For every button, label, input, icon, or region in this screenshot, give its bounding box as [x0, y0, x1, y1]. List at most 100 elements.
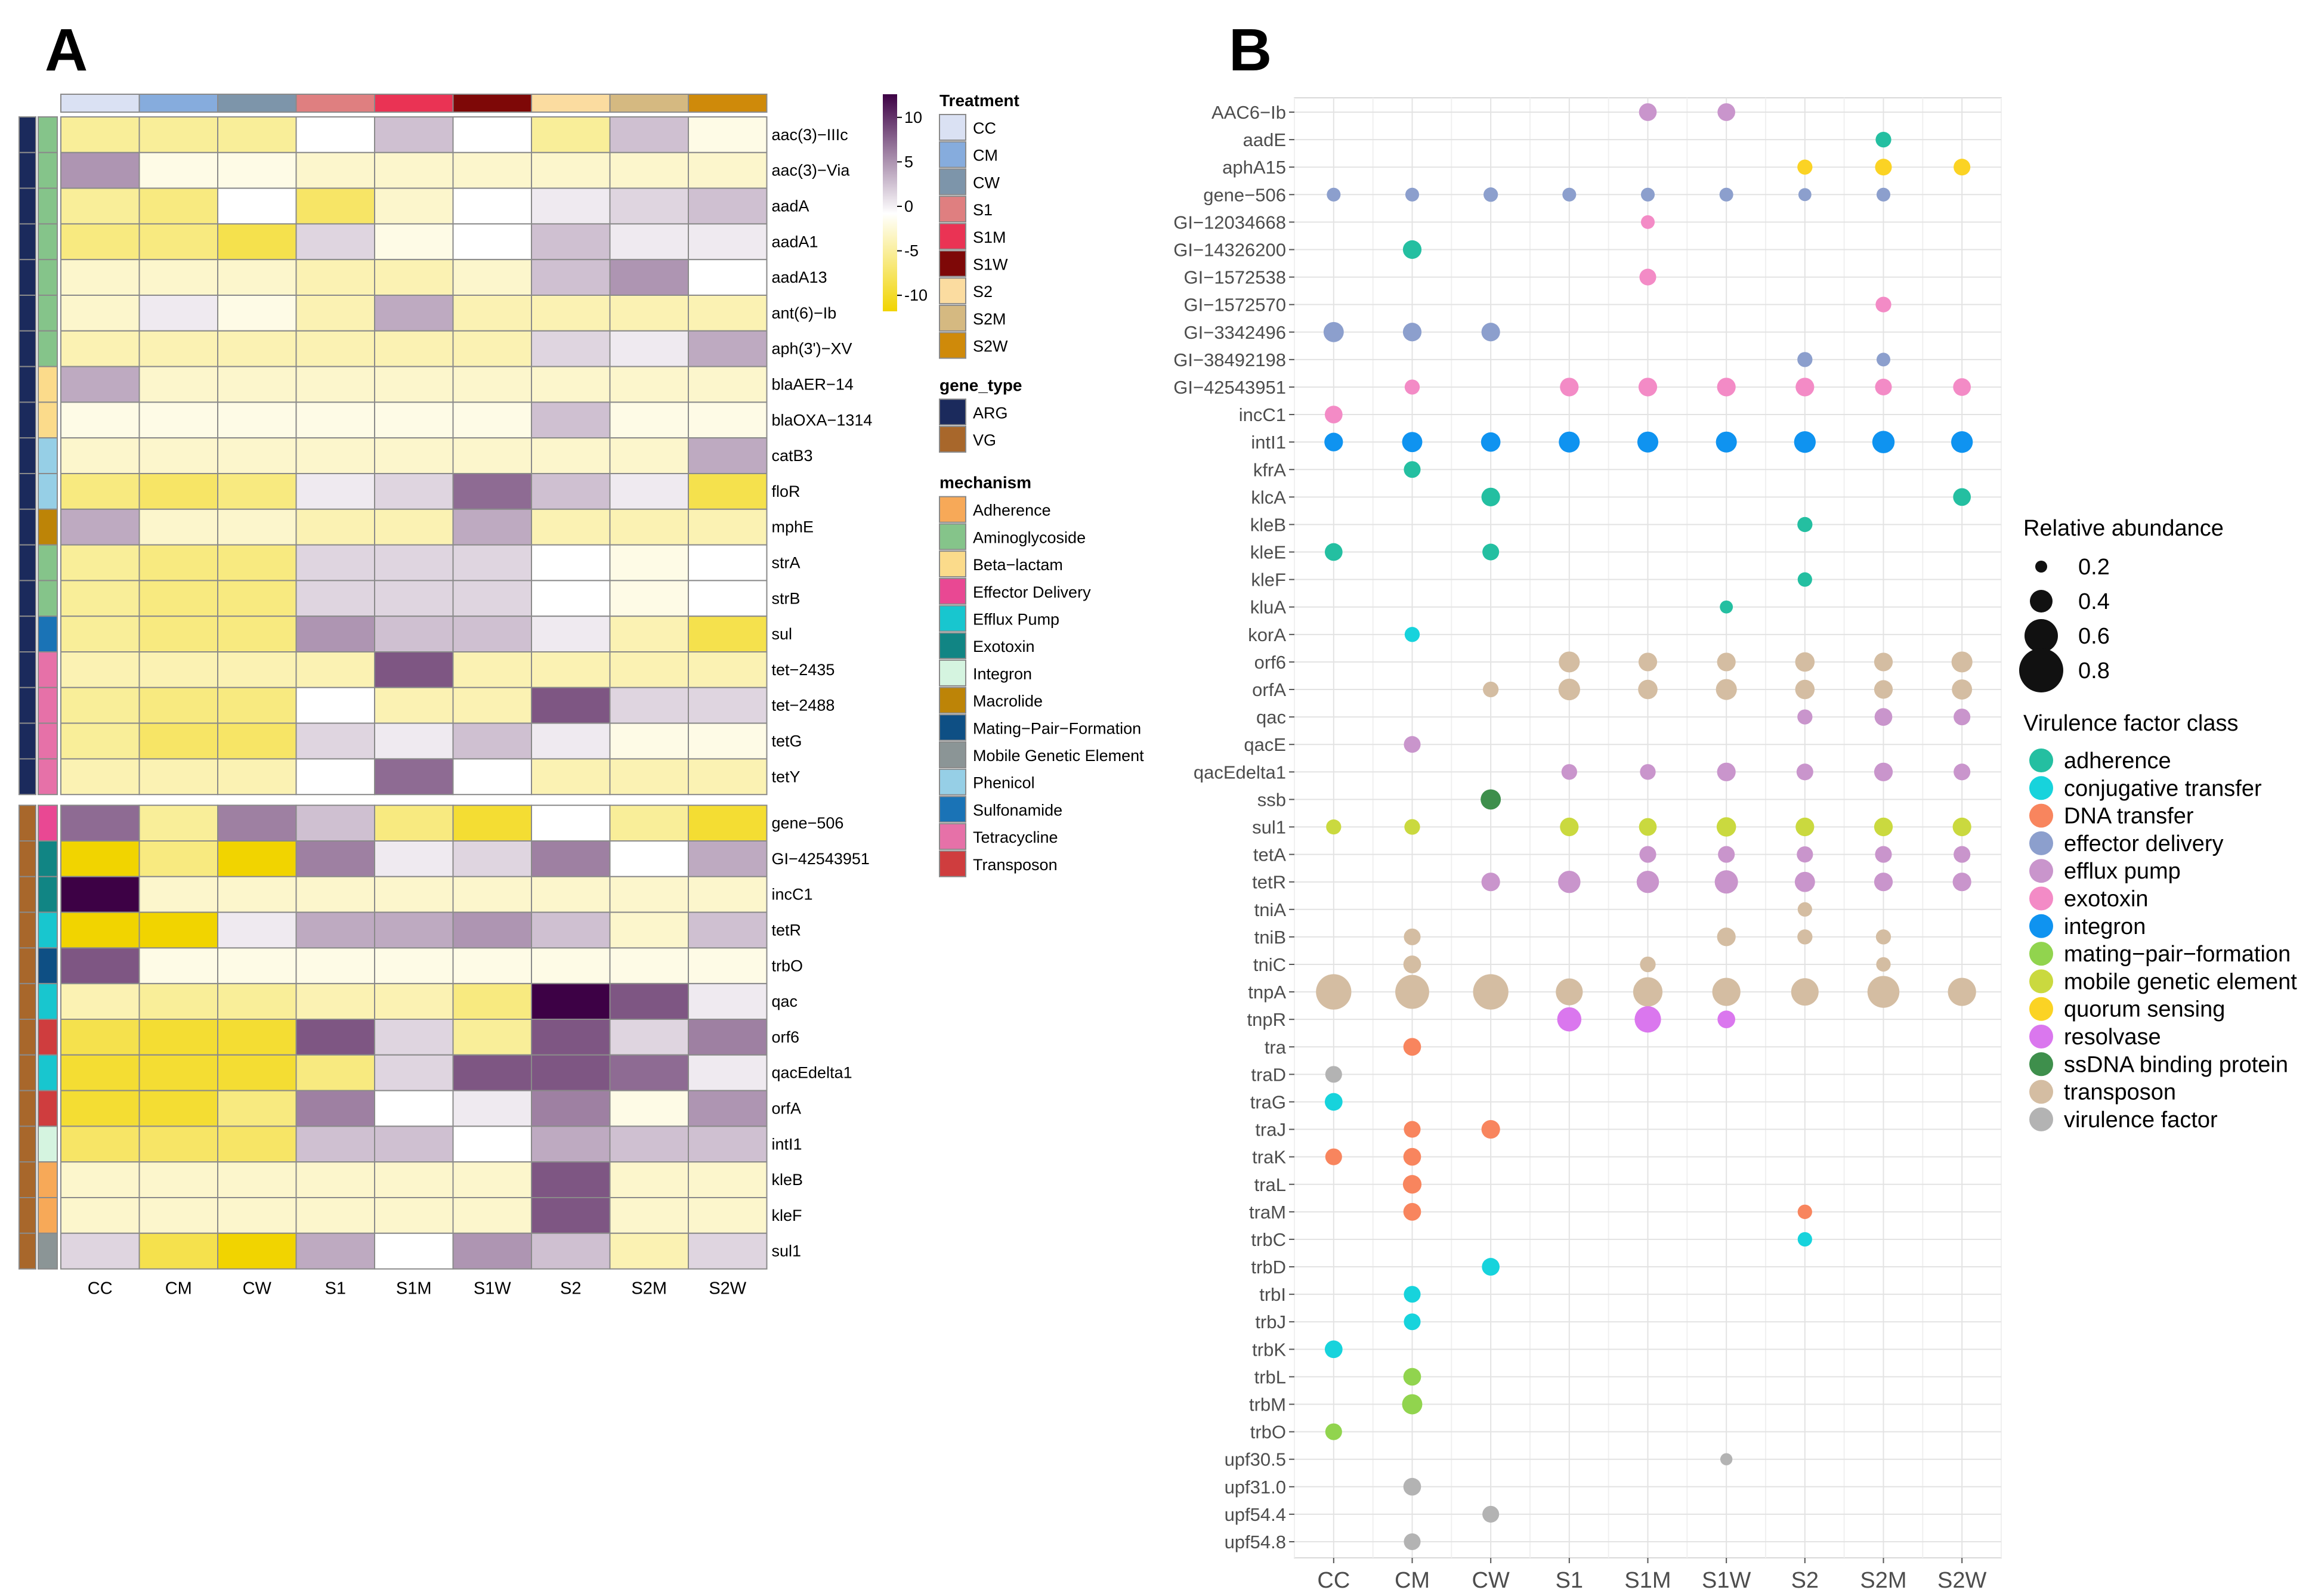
- row-label: catB3: [772, 447, 813, 465]
- y-tick-label: ssb: [1257, 789, 1286, 810]
- heatmap-cell: [531, 1019, 611, 1056]
- heatmap-cell: [374, 401, 454, 439]
- heatmap-cell: [531, 437, 611, 475]
- heatmap-cell: [60, 508, 140, 546]
- data-point: [1558, 870, 1581, 893]
- y-tick-label: upf54.4: [1225, 1504, 1286, 1525]
- row-label: intI1: [772, 1135, 802, 1153]
- heatmap-cell: [295, 1232, 375, 1270]
- data-point: [1797, 929, 1813, 945]
- treatment-annotation-cell: [452, 94, 532, 113]
- heatmap-cell: [609, 686, 689, 724]
- heatmap-cell: [609, 544, 689, 582]
- treatment-legend-swatch: [939, 196, 966, 223]
- class-legend-dot: [2029, 942, 2053, 966]
- heatmap-cell: [688, 508, 768, 546]
- data-point: [1404, 736, 1421, 753]
- class-legend-dot: [2029, 997, 2053, 1021]
- heatmap-cell: [217, 187, 297, 225]
- heatmap-cell: [609, 758, 689, 796]
- heatmap-cell: [609, 295, 689, 332]
- heatmap-cell: [138, 508, 218, 546]
- treatment-annotation-cell: [609, 94, 689, 113]
- data-point: [1719, 187, 1733, 202]
- mechanism-annotation-cell: [38, 1090, 58, 1127]
- gene-type-annotation-cell: [18, 330, 36, 367]
- heatmap-cell: [531, 1125, 611, 1163]
- heatmap-cell: [609, 1125, 689, 1163]
- data-point: [1639, 103, 1657, 121]
- y-tick-label: traL: [1254, 1174, 1286, 1195]
- data-point: [1638, 652, 1658, 672]
- heatmap-cell: [609, 330, 689, 367]
- heatmap-cell: [138, 805, 218, 842]
- heatmap-cell: [60, 686, 140, 724]
- heatmap-cell: [531, 1090, 611, 1127]
- y-tick-label: trbD: [1251, 1257, 1286, 1278]
- heatmap-cell: [609, 259, 689, 296]
- data-point: [1324, 1340, 1343, 1359]
- class-legend-dot: [2029, 969, 2053, 994]
- heatmap-cell: [688, 1054, 768, 1091]
- data-point: [1954, 159, 1971, 176]
- heatmap-cell: [138, 366, 218, 403]
- heatmap-cell: [688, 401, 768, 439]
- row-label: aph(3')−XV: [772, 340, 852, 358]
- mechanism-annotation-cell: [38, 187, 58, 225]
- heatmap-cell: [217, 651, 297, 688]
- y-tick-label: GI−3342496: [1183, 322, 1286, 343]
- data-point: [1404, 1313, 1421, 1331]
- heatmap-cell: [609, 366, 689, 403]
- mechanism-legend-swatch: [939, 577, 966, 605]
- y-tick-label: traD: [1251, 1064, 1286, 1085]
- row-label: tetY: [772, 768, 800, 785]
- row-label: floR: [772, 482, 800, 500]
- heatmap-cell: [531, 151, 611, 189]
- gene-type-annotation-cell: [18, 295, 36, 332]
- heatmap-cell: [60, 223, 140, 261]
- class-legend-label: efflux pump: [2064, 859, 2181, 884]
- data-point: [1875, 159, 1892, 176]
- mechanism-annotation-cell: [38, 686, 58, 724]
- heatmap-cell: [60, 1054, 140, 1091]
- size-legend-label: 0.4: [2078, 589, 2110, 614]
- color-scale-tick-label: 0: [904, 197, 913, 215]
- heatmap-cell: [374, 151, 454, 189]
- data-point: [1716, 817, 1736, 837]
- data-point: [1481, 789, 1501, 810]
- gene-type-annotation-cell: [18, 1125, 36, 1163]
- treatment-legend-label: CM: [973, 147, 998, 165]
- data-point: [1717, 1010, 1736, 1029]
- data-point: [1473, 974, 1509, 1010]
- row-label: aadA1: [772, 233, 818, 250]
- heatmap-cell: [138, 1019, 218, 1056]
- heatmap-cell: [138, 544, 218, 582]
- heatmap-cell: [217, 947, 297, 985]
- heatmap-cell: [374, 1232, 454, 1270]
- class-legend-dot: [2029, 914, 2053, 938]
- data-point: [1875, 929, 1891, 945]
- data-point: [1717, 378, 1736, 397]
- treatment-legend-label: CC: [973, 119, 996, 137]
- row-label: sul: [772, 625, 793, 643]
- heatmap-cell: [374, 651, 454, 688]
- gene_type-legend-swatch: [939, 398, 966, 426]
- heatmap-cell: [688, 1232, 768, 1270]
- mechanism-legend-swatch: [939, 823, 966, 850]
- heatmap-cell: [60, 911, 140, 949]
- class-legend-label: mating−pair−formation: [2064, 942, 2291, 967]
- color-scale-tick-label: -10: [904, 286, 928, 304]
- gene-type-annotation-cell: [18, 366, 36, 403]
- mechanism-legend-label: Tetracycline: [973, 828, 1058, 846]
- data-point: [1636, 870, 1659, 893]
- data-point: [1720, 1453, 1733, 1465]
- color-scale-bar: [883, 94, 897, 311]
- column-label: S1W: [474, 1279, 511, 1298]
- mechanism-legend-swatch: [939, 523, 966, 550]
- heatmap-cell: [374, 116, 454, 153]
- heatmap-cell: [688, 1125, 768, 1163]
- heatmap-cell: [60, 615, 140, 652]
- heatmap-cell: [609, 473, 689, 510]
- data-point: [1403, 955, 1421, 973]
- data-point: [1875, 131, 1891, 148]
